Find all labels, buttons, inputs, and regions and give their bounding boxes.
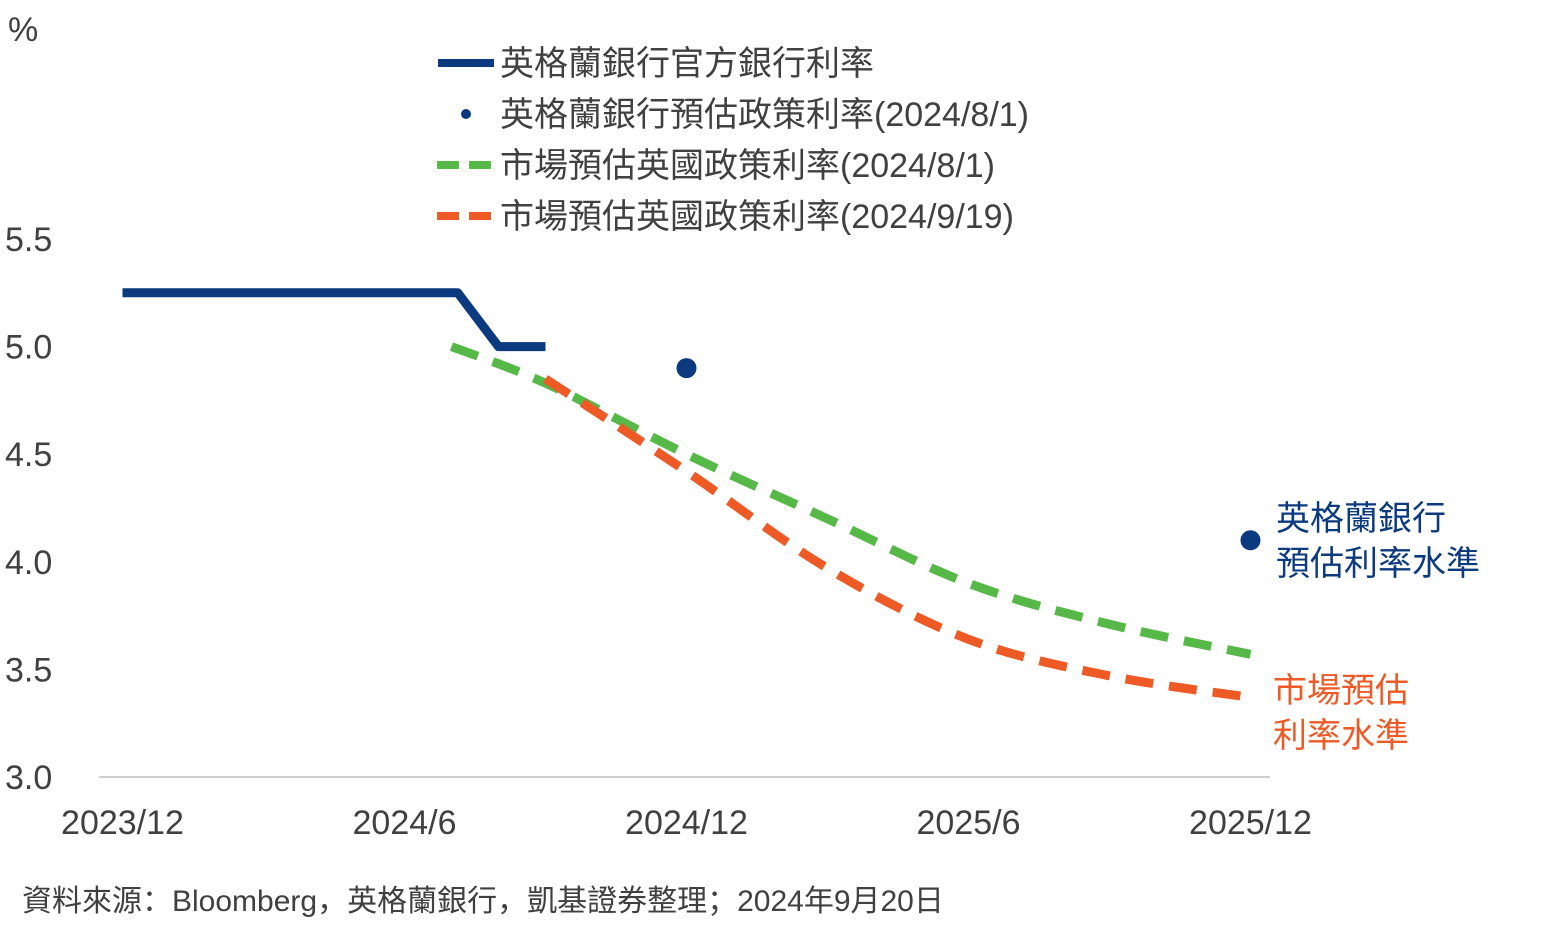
annotation-text: 利率水準 [1273,717,1409,755]
y-tick-label: 3.0 [5,759,52,797]
annotation-text: 英格蘭銀行 [1276,500,1446,538]
legend-swatch-marker [461,109,471,119]
y-tick-label: 5.5 [5,221,52,259]
series-line-3 [449,342,1252,659]
x-tick-label: 2025/12 [1189,804,1312,842]
legend-label: 英格蘭銀行官方銀行利率 [500,45,874,83]
series-marker-point [1240,530,1261,551]
source-note: 資料來源：Bloomberg，英格蘭銀行，凱基證券整理；2024年9月20日 [22,885,944,918]
y-tick-label: 5.0 [5,329,52,367]
annotation-text: 預估利率水準 [1276,545,1480,583]
series-line-1 [122,288,546,352]
annotation-text: 市場預估 [1273,672,1409,710]
legend-label: 市場預估英國政策利率(2024/8/1) [500,147,995,185]
x-tick-label: 2024/12 [625,804,748,842]
y-tick-label: 4.5 [5,436,52,474]
plot-area [122,288,1261,702]
legend-label: 英格蘭銀行預估政策利率(2024/8/1) [500,96,1029,134]
y-tick-label: 4.0 [5,544,52,582]
y-tick-label: 3.5 [5,651,52,689]
series-line-4 [543,375,1252,702]
legend-label: 市場預估英國政策利率(2024/9/19) [500,198,1014,236]
y-axis-unit-label: % [8,11,38,49]
x-tick-label: 2025/6 [917,804,1021,842]
series-marker-point [676,358,697,379]
x-tick-label: 2024/6 [353,804,457,842]
x-tick-label: 2023/12 [61,804,184,842]
